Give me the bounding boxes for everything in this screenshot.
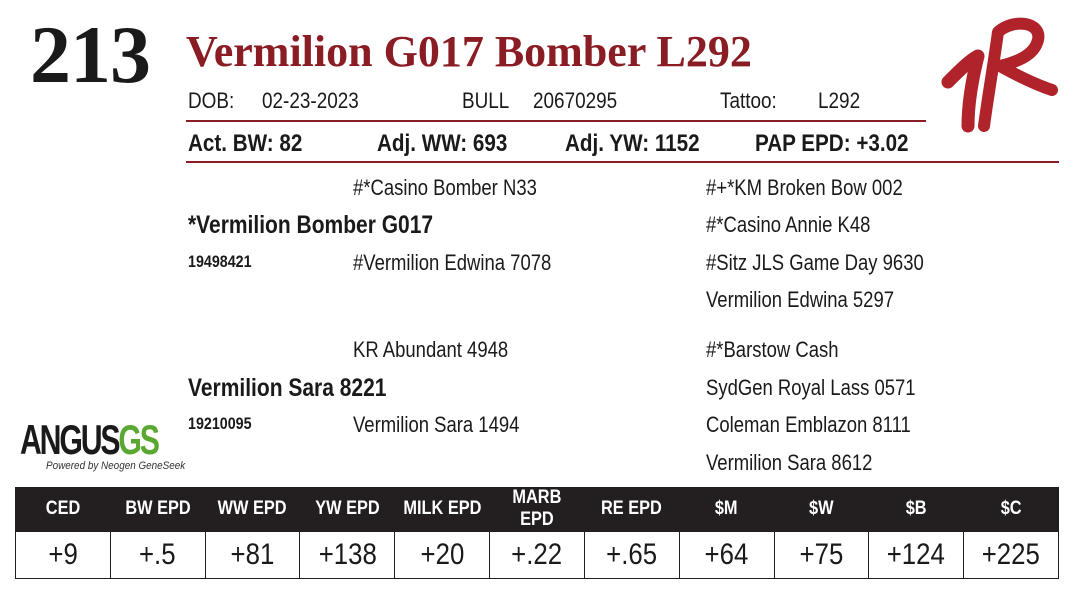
epd-header-ww: WW EPD	[204, 487, 300, 532]
epd-value-milk: +20	[394, 531, 491, 579]
lot-number: 213	[30, 9, 151, 100]
dob-label: DOB:	[188, 88, 235, 113]
dam-dam: Vermilion Sara 1494	[353, 412, 520, 437]
logo-wordmark: ANGUSGS	[20, 416, 160, 463]
tattoo-label: Tattoo:	[720, 88, 777, 113]
epd-value-m: +64	[678, 531, 775, 579]
epd-header-milk: MILK EPD	[394, 487, 490, 532]
epd-value-b: +124	[868, 531, 965, 579]
pap-epd: PAP EPD: +3.02	[755, 130, 909, 157]
logo-word-main: ANGUS	[20, 416, 121, 463]
epd-value-row: +9 +.5 +81 +138 +20 +.22 +.65 +64 +75 +1…	[15, 531, 1059, 579]
epd-header-yw: YW EPD	[299, 487, 395, 532]
epd-value-yw: +138	[299, 531, 396, 579]
epd-value-bw: +.5	[109, 531, 206, 579]
epd-value-marb: +.22	[489, 531, 585, 579]
epd-table: CED BW EPD WW EPD YW EPD MILK EPD MARB E…	[15, 487, 1059, 579]
logo-word-accent: GS	[118, 416, 160, 463]
sire-dam-sire: #Sitz JLS Game Day 9630	[706, 250, 924, 275]
logo-tagline: Powered by Neogen GeneSeek	[46, 460, 186, 472]
dam-sire: KR Abundant 4948	[353, 337, 509, 362]
epd-header-marb: MARB EPD	[489, 487, 585, 532]
epd-value-w: +75	[773, 531, 870, 579]
epd-header-row: CED BW EPD WW EPD YW EPD MILK EPD MARB E…	[15, 487, 1059, 532]
sex-value: BULL	[462, 88, 510, 113]
dam-registration: 19210095	[188, 414, 252, 433]
dam-dam-dam: Vermilion Sara 8612	[706, 450, 873, 475]
ranch-brand-logo	[941, 17, 1058, 133]
detail-divider	[186, 120, 926, 122]
epd-header-re: RE EPD	[583, 487, 680, 532]
epd-header-m: $M	[678, 487, 774, 532]
epd-value-ww: +81	[204, 531, 301, 579]
epd-header-w: $W	[773, 487, 869, 532]
registration-number: 20670295	[533, 88, 618, 113]
sire-name: *Vermilion Bomber G017	[188, 211, 434, 239]
epd-value-c: +225	[963, 531, 1059, 579]
adjusted-weaning-weight: Adj. WW: 693	[377, 130, 508, 157]
tattoo-value: L292	[818, 88, 861, 113]
epd-header-bw: BW EPD	[109, 487, 206, 532]
stats-divider	[186, 161, 1059, 163]
adjusted-yearling-weight: Adj. YW: 1152	[565, 130, 700, 157]
epd-value-ced: +9	[15, 531, 111, 579]
sire-registration: 19498421	[188, 252, 252, 271]
sire-dam: #Vermilion Edwina 7078	[353, 250, 552, 275]
dam-sire-dam: SydGen Royal Lass 0571	[706, 375, 916, 400]
dam-dam-sire: Coleman Emblazon 8111	[706, 412, 911, 437]
sire-sire-dam: #*Casino Annie K48	[706, 212, 871, 237]
sire-sire: #*Casino Bomber N33	[353, 175, 537, 200]
epd-header-c: $C	[963, 487, 1059, 532]
dam-sire-sire: #*Barstow Cash	[706, 337, 839, 362]
sire-dam-dam: Vermilion Edwina 5297	[706, 287, 895, 312]
dob-value: 02-23-2023	[262, 88, 359, 113]
sire-sire-sire: #+*KM Broken Bow 002	[706, 175, 903, 200]
epd-header-ced: CED	[15, 487, 111, 532]
dam-name: Vermilion Sara 8221	[188, 374, 387, 402]
epd-value-re: +.65	[583, 531, 680, 579]
animal-name: Vermilion G017 Bomber L292	[186, 27, 752, 76]
actual-birth-weight: Act. BW: 82	[188, 130, 303, 157]
angus-gs-logo: ANGUSGS Powered by Neogen GeneSeek	[20, 416, 185, 478]
epd-header-b: $B	[868, 487, 964, 532]
